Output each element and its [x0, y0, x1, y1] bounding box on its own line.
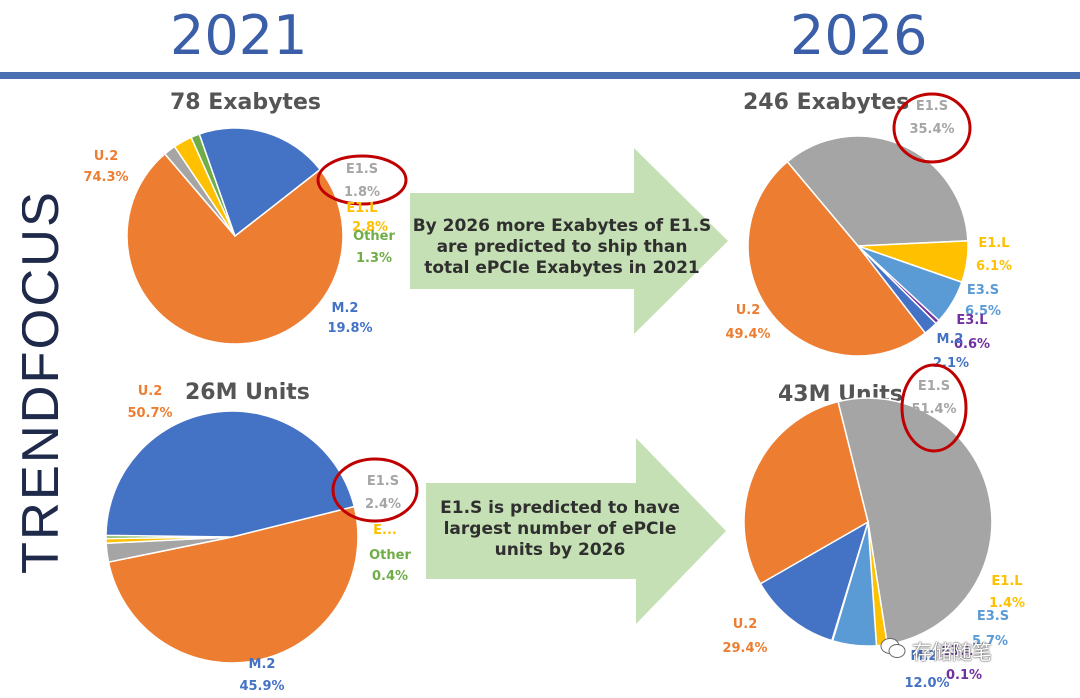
slice-label-2026-exabytes-m-2: M.2 — [937, 332, 964, 347]
wechat-icon — [880, 638, 906, 658]
watermark-text: 存储随笔 — [912, 640, 992, 664]
slice-value-2026-units-e3-l: 0.1% — [946, 668, 982, 683]
slice-label-2026-exabytes-e1-s: E1.S — [916, 99, 948, 114]
arrow-top-text: By 2026 more Exabytes of E1.S are predic… — [412, 216, 712, 278]
slice-label-2026-exabytes-u-2: U.2 — [736, 303, 761, 318]
slice-value-2021-units-u-2: 50.7% — [127, 406, 172, 421]
slice-value-2026-exabytes-e3-s: 6.5% — [965, 304, 1001, 319]
slice-label-2026-exabytes-e3-l: E3.L — [956, 313, 987, 328]
slice-value-2026-units-e3-s: 5.7% — [972, 634, 1008, 649]
pie-slice-2026-exabytes-u-2 — [747, 160, 927, 357]
slice-label-2021-exabytes-other: Other — [353, 229, 395, 244]
slice-label-2026-units-e3-l: E3.L — [941, 644, 972, 659]
slice-value-2021-units-e1-s: 2.4% — [365, 497, 401, 512]
highlight-ring-2026-exabytes — [892, 92, 972, 164]
pie-slice-2026-exabytes-e1-s — [786, 135, 969, 247]
highlight-ring-2021-exabytes — [316, 154, 408, 206]
slice-value-2026-exabytes-e1-l: 6.1% — [976, 259, 1012, 274]
slice-label-2026-units-m-2: M.2 — [911, 649, 938, 664]
slice-label-2021-exabytes-u-2: U.2 — [94, 149, 119, 164]
pie-slice-2026-units-m-2 — [759, 520, 870, 642]
pie-slice-2026-units-e1-s — [837, 397, 993, 646]
slice-label-2026-units-e1-l: E1.L — [991, 574, 1022, 589]
pie-slice-2021-units-m-2 — [105, 410, 356, 538]
pie-slice-2021-exabytes-u-2 — [126, 152, 344, 345]
slice-value-2026-exabytes-e3-l: 0.6% — [954, 337, 990, 352]
slice-value-2026-units-m-2: 12.0% — [904, 676, 949, 691]
slice-label-2021-units-other: Other — [369, 548, 411, 563]
slice-value-2026-exabytes-m-2: 2.1% — [933, 356, 969, 371]
slice-value-2021-units-m-2: 45.9% — [239, 679, 284, 694]
year-2021-heading: 2021 — [170, 4, 308, 67]
slice-label-2021-units-u-2: U.2 — [138, 384, 163, 399]
slice-value-2021-exabytes-e1-l: 2.8% — [352, 220, 388, 235]
arrow-top — [410, 148, 728, 334]
header-divider — [0, 72, 1080, 79]
trendfocus-logo: TRENDFOCUS — [22, 190, 62, 574]
chart-title-2021-units: 26M Units — [185, 380, 310, 405]
slice-value-2026-exabytes-e1-s: 35.4% — [909, 122, 954, 137]
arrow-bottom-shape — [426, 438, 726, 624]
slice-label-2021-units-m-2: M.2 — [249, 657, 276, 672]
slice-label-2026-units-e1-s: E1.S — [918, 379, 950, 394]
slice-label-2026-units-e3-s: E3.S — [977, 609, 1009, 624]
trendfocus-logo-text: TRENDFOCUS — [22, 190, 62, 574]
chart-title-2026-exabytes: 246 Exabytes — [743, 90, 910, 115]
slice-value-2021-exabytes-m-2: 19.8% — [327, 321, 372, 336]
pie-slice-2026-units-u-2 — [743, 400, 869, 585]
slice-label-2021-exabytes-m-2: M.2 — [332, 301, 359, 316]
slice-label-2021-exabytes-e1-l: E1.L — [346, 201, 377, 216]
highlight-ring-2026-units — [900, 363, 968, 453]
slice-label-2021-exabytes-e1-s: E1.S — [346, 162, 378, 177]
slice-value-2026-units-e1-s: 51.4% — [911, 402, 956, 417]
pie-slice-2021-units-u-2 — [107, 505, 359, 664]
slice-value-2021-exabytes-other: 1.3% — [356, 251, 392, 266]
slice-label-2026-units-u-2: U.2 — [733, 617, 758, 632]
highlight-ring-2021-units — [331, 457, 419, 523]
slice-value-2026-units-e1-l: 1.4% — [989, 596, 1025, 611]
slice-label-2026-exabytes-e3-s: E3.S — [967, 283, 999, 298]
arrow-top-shape — [410, 148, 728, 334]
slice-label-2021-units-e: E... — [373, 523, 397, 538]
arrow-bottom-text: E1.S is predicted to have largest number… — [440, 498, 680, 560]
slice-value-2026-exabytes-u-2: 49.4% — [725, 327, 770, 342]
slice-value-2021-units-other: 0.4% — [372, 569, 408, 584]
arrow-bottom — [426, 438, 726, 624]
slice-value-2026-units-u-2: 29.4% — [722, 641, 767, 656]
year-2026-heading: 2026 — [790, 4, 928, 67]
chart-title-2021-exabytes: 78 Exabytes — [170, 90, 321, 115]
slice-value-2021-exabytes-e1-s: 1.8% — [344, 185, 380, 200]
slice-label-2026-exabytes-e1-l: E1.L — [978, 236, 1009, 251]
pie-slice-2021-exabytes-m-2 — [198, 127, 322, 238]
slice-label-2021-units-e1-s: E1.S — [367, 474, 399, 489]
slice-value-2021-exabytes-u-2: 74.3% — [83, 170, 128, 185]
